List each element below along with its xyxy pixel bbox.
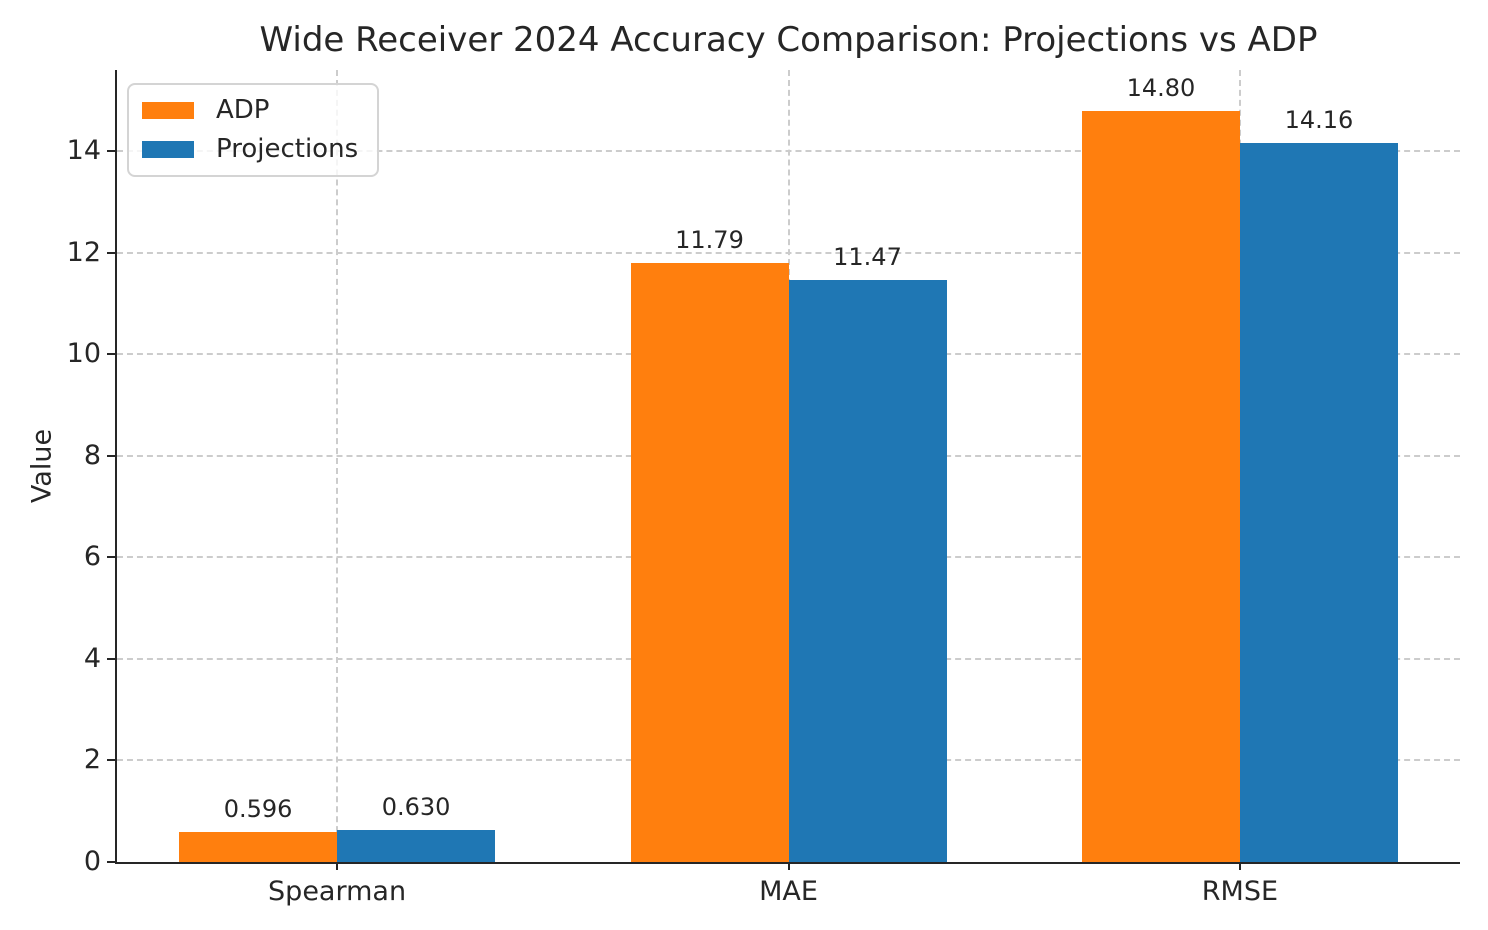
bar-value-label: 11.79: [675, 226, 744, 255]
bar-projections-spearman: [337, 830, 496, 862]
chart-title: Wide Receiver 2024 Accuracy Comparison: …: [259, 20, 1318, 60]
y-tick-label: 0: [83, 846, 101, 877]
plot-area: ADP Projections 0 2 4 6 8 10 12 14 Spearman MAE RMS…: [67, 70, 1460, 907]
bar-value-label: 14.80: [1126, 73, 1196, 102]
y-tick-label: 12: [66, 236, 101, 268]
legend-swatch-projections: [142, 140, 194, 158]
legend-item-projections: Projections: [142, 134, 358, 164]
x-tick-label-mae: MAE: [759, 876, 818, 907]
gridline-x-spearman: [336, 70, 339, 862]
bar-adp-mae: [630, 263, 789, 862]
y-tick-mark: [107, 150, 115, 153]
y-tick-label: 6: [83, 541, 101, 573]
bar-value-label: 0.596: [223, 794, 293, 823]
y-tick-label: 4: [83, 642, 101, 674]
y-tick-label: 8: [83, 439, 101, 471]
legend-label: Projections: [216, 134, 359, 164]
bar-adp-spearman: [179, 831, 338, 862]
bar-value-label: 14.16: [1284, 106, 1354, 135]
y-tick-mark: [107, 353, 115, 356]
x-tick-mark: [1238, 862, 1241, 870]
y-tick-mark: [107, 759, 115, 762]
y-tick-mark: [107, 454, 115, 457]
y-tick-mark: [107, 556, 115, 559]
x-tick-mark: [336, 862, 339, 870]
y-tick-label: 10: [66, 338, 101, 370]
legend: ADP Projections: [127, 83, 380, 177]
x-tick-mark: [787, 862, 790, 870]
legend-label: ADP: [216, 95, 270, 125]
y-tick-mark: [107, 251, 115, 254]
bar-projections-rmse: [1239, 143, 1398, 862]
bar-projections-mae: [788, 279, 947, 862]
x-tick-label-spearman: Spearman: [268, 876, 407, 907]
bar-adp-rmse: [1081, 110, 1240, 862]
bar-value-label: 0.630: [381, 793, 451, 821]
bar-value-label: 11.47: [833, 242, 902, 271]
y-tick-label: 2: [83, 744, 101, 776]
legend-swatch-adp: [142, 101, 194, 119]
y-tick-mark: [107, 657, 115, 660]
x-tick-label-rmse: RMSE: [1201, 876, 1279, 907]
y-tick-mark: [107, 861, 115, 863]
y-tick-label: 14: [66, 135, 101, 167]
legend-item-adp: ADP: [142, 95, 358, 125]
